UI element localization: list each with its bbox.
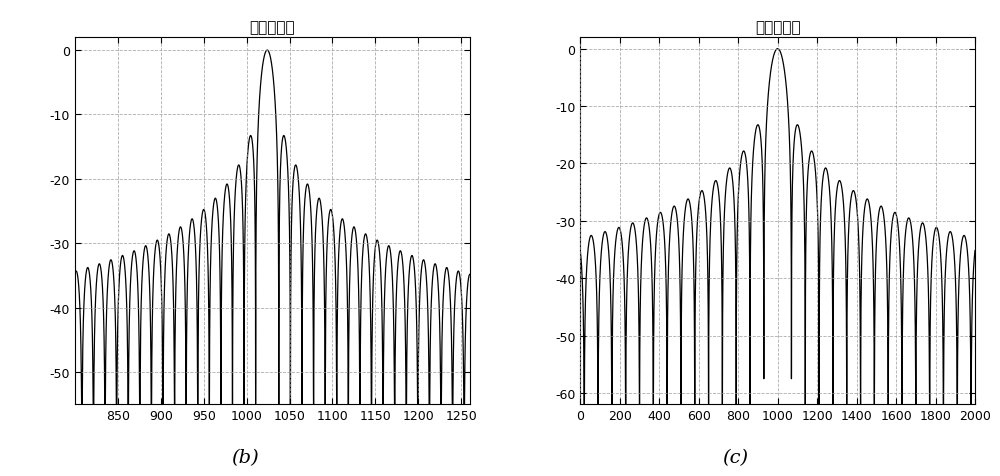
Title: 方位向剪面: 方位向剪面	[755, 20, 800, 36]
Text: (b): (b)	[231, 448, 259, 466]
Title: 距离向剪面: 距离向剪面	[250, 20, 295, 36]
Text: (c): (c)	[722, 448, 748, 466]
